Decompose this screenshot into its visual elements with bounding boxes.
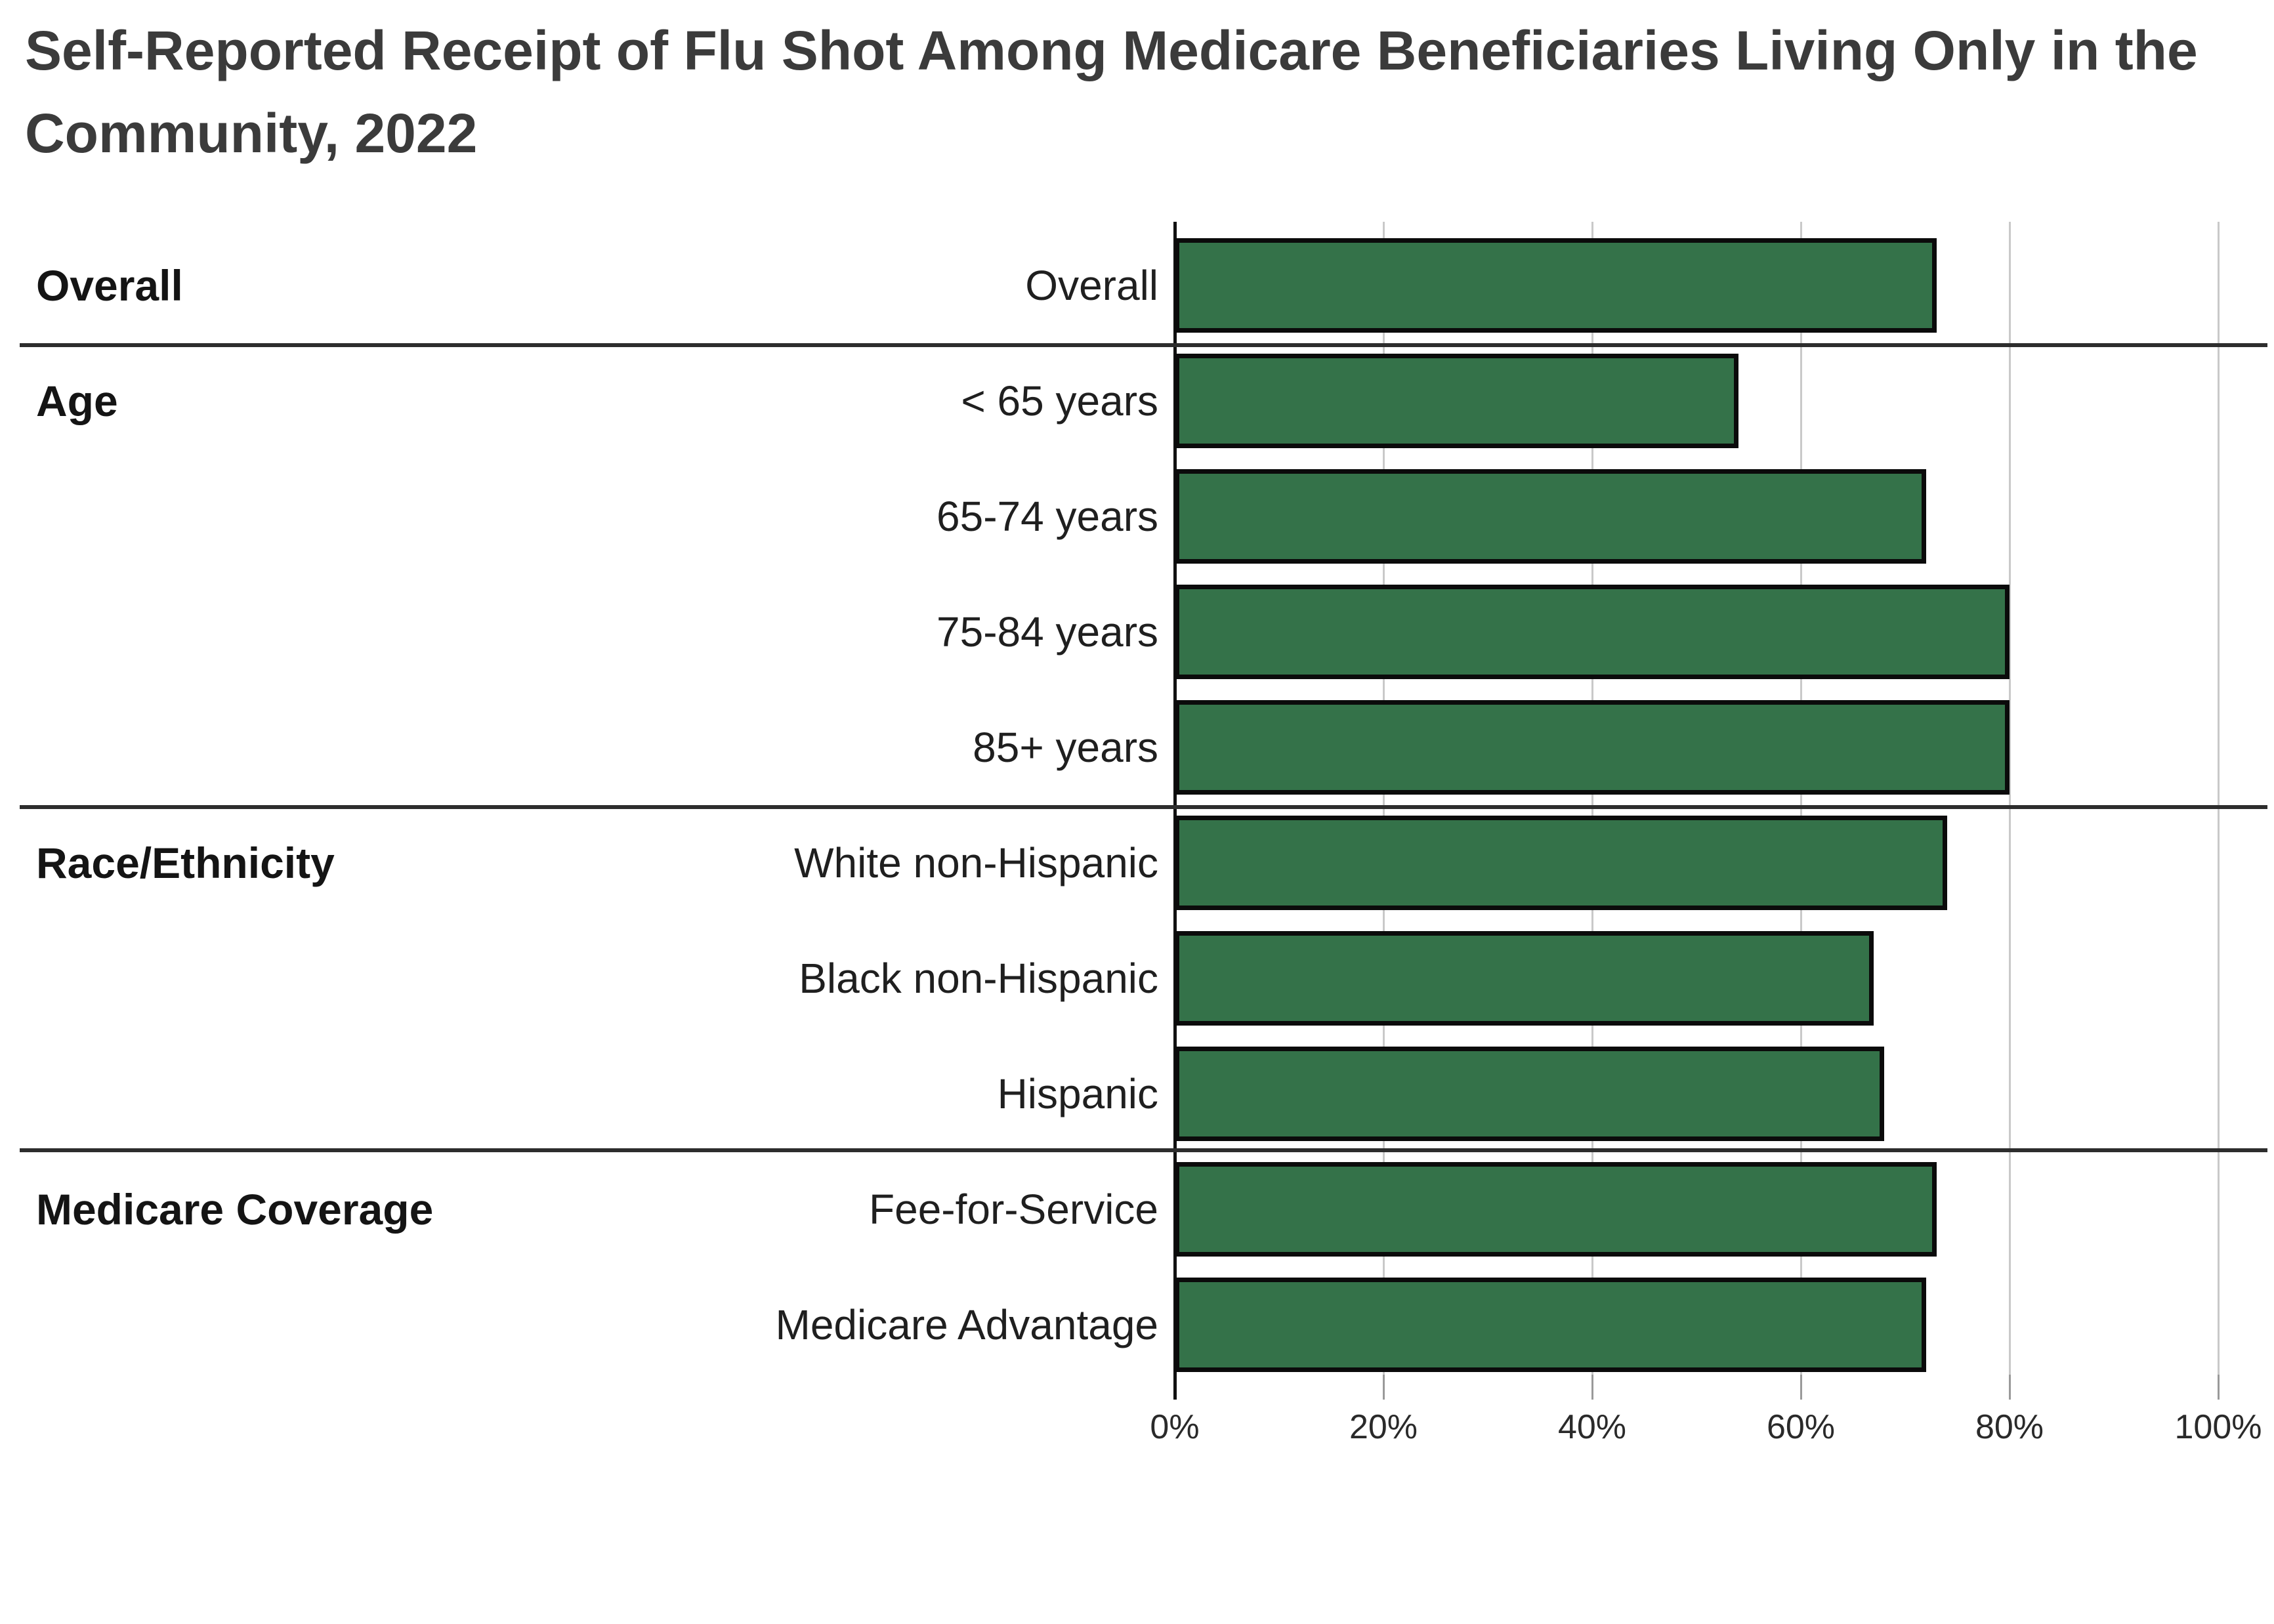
group-label: Age [36, 377, 118, 425]
section-divider-1 [20, 343, 2267, 347]
category-label: 85+ years [973, 724, 1158, 771]
bar [1175, 1162, 1937, 1257]
group-label: Medicare Coverage [36, 1185, 434, 1234]
group-label: Race/Ethnicity [36, 839, 335, 887]
bar [1175, 469, 1926, 564]
gridline-40 [1591, 222, 1593, 1375]
x-tick-label: 80% [1975, 1408, 2044, 1446]
category-label: 65-74 years [937, 493, 1158, 540]
category-label: Fee-for-Service [869, 1186, 1158, 1233]
x-tick-label: 0% [1150, 1408, 1200, 1446]
x-tick-label: 40% [1557, 1408, 1627, 1446]
bar [1175, 816, 1947, 910]
bar [1175, 1047, 1884, 1141]
bar [1175, 700, 2010, 795]
bar [1175, 354, 1738, 448]
group-label: Overall [36, 261, 183, 310]
x-tick-label: 20% [1349, 1408, 1418, 1446]
chart-title: Self-Reported Receipt of Flu Shot Among … [25, 9, 2217, 175]
category-label: Hispanic [997, 1070, 1158, 1117]
category-label: Black non-Hispanic [799, 955, 1158, 1002]
x-tick-label: 100% [2174, 1408, 2262, 1446]
x-tick-label: 60% [1766, 1408, 1836, 1446]
category-label: < 65 years [961, 377, 1158, 425]
bar [1175, 238, 1937, 333]
gridline-60 [1800, 222, 1802, 1375]
category-label: Medicare Advantage [775, 1301, 1159, 1348]
bar [1175, 585, 2010, 679]
chart-title-line2: Community, 2022 [25, 102, 478, 164]
tick-mark-20 [1383, 1375, 1385, 1400]
gridline-80 [2009, 222, 2011, 1375]
gridline-100 [2218, 222, 2220, 1375]
category-label: Overall [1025, 262, 1158, 309]
bar [1175, 931, 1874, 1026]
chart-title-line1: Self-Reported Receipt of Flu Shot Among … [25, 20, 2198, 81]
tick-mark-100 [2218, 1375, 2220, 1400]
tick-mark-80 [2009, 1375, 2011, 1400]
category-label: 75-84 years [937, 608, 1158, 656]
section-divider-3 [20, 1148, 2267, 1152]
gridline-20 [1383, 222, 1385, 1375]
section-divider-2 [20, 805, 2267, 809]
bar [1175, 1278, 1926, 1372]
tick-mark-60 [1800, 1375, 1802, 1400]
tick-mark-40 [1591, 1375, 1593, 1400]
y-axis-line [1173, 222, 1177, 1400]
category-label: White non-Hispanic [794, 839, 1158, 886]
